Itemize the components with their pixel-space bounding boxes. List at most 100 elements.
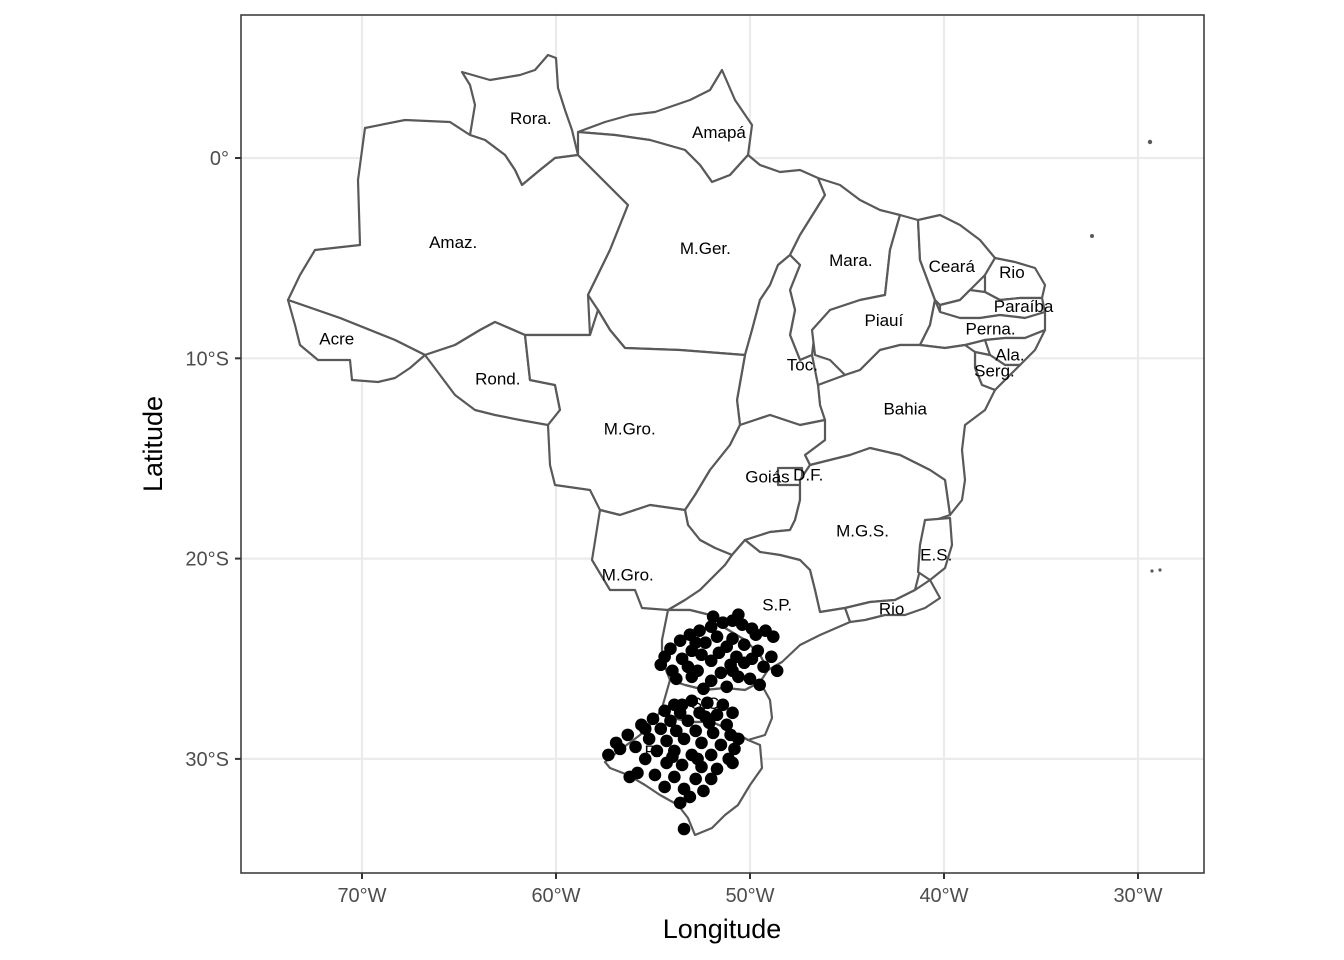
occurrence-point [666,750,679,764]
occurrence-point [697,682,710,696]
x-tick-label: 70°W [337,885,386,907]
occurrence-point [737,638,751,652]
occurrence-point [673,634,687,648]
y-axis-title: Latitude [138,396,168,492]
occurrence-point [635,718,648,732]
occurrence-point [697,784,710,798]
occurrence-point [681,714,695,728]
occurrence-point [689,636,702,650]
occurrence-point [654,658,668,672]
occurrence-point [613,742,627,756]
y-tick-label: 30°S [185,749,229,771]
state-label: M.G.S. [836,522,889,541]
occurrence-point [669,724,683,738]
occurrence-point [691,752,704,766]
state-label: D.F. [793,465,823,484]
occurrence-point [710,630,724,644]
occurrence-point [675,758,689,772]
occurrence-point [695,736,708,750]
occurrence-point [728,742,741,756]
state-label: Paraíba [994,297,1054,316]
occurrence-point [737,656,751,670]
occurrence-point [706,726,720,740]
occurrence-point [770,664,784,678]
occurrence-point [706,610,720,623]
state-label: Ceará [929,257,976,276]
occurrence-point [766,630,780,644]
x-tick-label: 30°W [1113,885,1162,907]
state-label: Mara. [829,251,872,270]
occurrence-point [675,698,689,712]
occurrence-point [664,714,677,728]
x-axis: 70°W 60°W 50°W 40°W 30°W [337,873,1163,907]
occurrence-point [623,770,637,784]
occurrence-point [714,666,728,680]
occurrence-point [668,770,681,784]
occurrence-point [726,756,739,770]
occurrence-point [602,748,615,762]
occurrence-point [681,660,695,674]
state-sao-paulo [666,538,852,672]
state-label: M.Gro. [604,419,656,438]
occurrence-point [704,674,718,688]
state-label: Amaz. [429,233,477,252]
state-espirito-santo [916,516,954,582]
occurrence-point [677,822,691,836]
occurrence-point [685,670,699,684]
occurrence-point [683,790,697,804]
state-label: Toc. [787,355,818,374]
state-label: Bahia [883,399,927,418]
offshore-islands [1090,139,1162,573]
occurrence-point [714,738,728,752]
state-rio-de-janeiro [843,578,942,624]
island-marker [1147,139,1153,145]
island-marker [1090,234,1094,238]
occurrence-point [646,712,660,726]
state-label: E.S. [920,546,952,565]
state-label: M.Ger. [680,239,731,258]
occurrence-point [749,628,763,642]
occurrence-point [695,648,708,662]
state-label: M.Gro. [602,566,654,585]
occurrence-point [673,796,687,810]
occurrence-point [743,672,757,686]
occurrence-point [660,734,673,748]
occurrence-point [765,650,778,664]
occurrence-point [710,762,724,776]
state-label: S.P. [762,596,792,615]
island-marker [1158,568,1162,572]
occurrence-points [602,608,784,836]
occurrence-point [699,636,712,650]
occurrence-point [648,768,662,782]
y-axis: 0° 10°S 20°S 30°S [185,148,241,771]
occurrence-point [701,696,714,710]
state-label: Goiás [745,467,789,486]
occurrence-point [654,722,668,736]
state-boundaries [286,53,1047,837]
occurrence-point [629,740,642,754]
occurrence-point [658,704,671,718]
state-acre [286,298,427,384]
x-tick-label: 40°W [919,885,968,907]
state-label: Amapá [692,123,746,142]
occurrence-point [732,732,745,746]
state-label: Acre [319,329,354,348]
occurrence-point [757,660,770,674]
y-tick-label: 0° [210,148,229,170]
occurrence-point [753,678,766,692]
x-tick-label: 60°W [531,885,580,907]
occurrence-point [677,732,691,746]
occurrence-point [685,694,699,708]
state-label: Rio [999,263,1025,282]
island-marker [1150,569,1154,573]
occurrence-point [710,708,724,722]
occurrence-point [720,718,734,732]
occurrence-point [712,646,726,660]
state-label: Rond. [475,369,520,388]
occurrence-point [704,654,718,668]
y-tick-label: 10°S [185,348,229,370]
x-axis-title: Longitude [663,914,782,944]
occurrence-point [638,752,652,766]
state-label: Rora. [510,109,552,128]
